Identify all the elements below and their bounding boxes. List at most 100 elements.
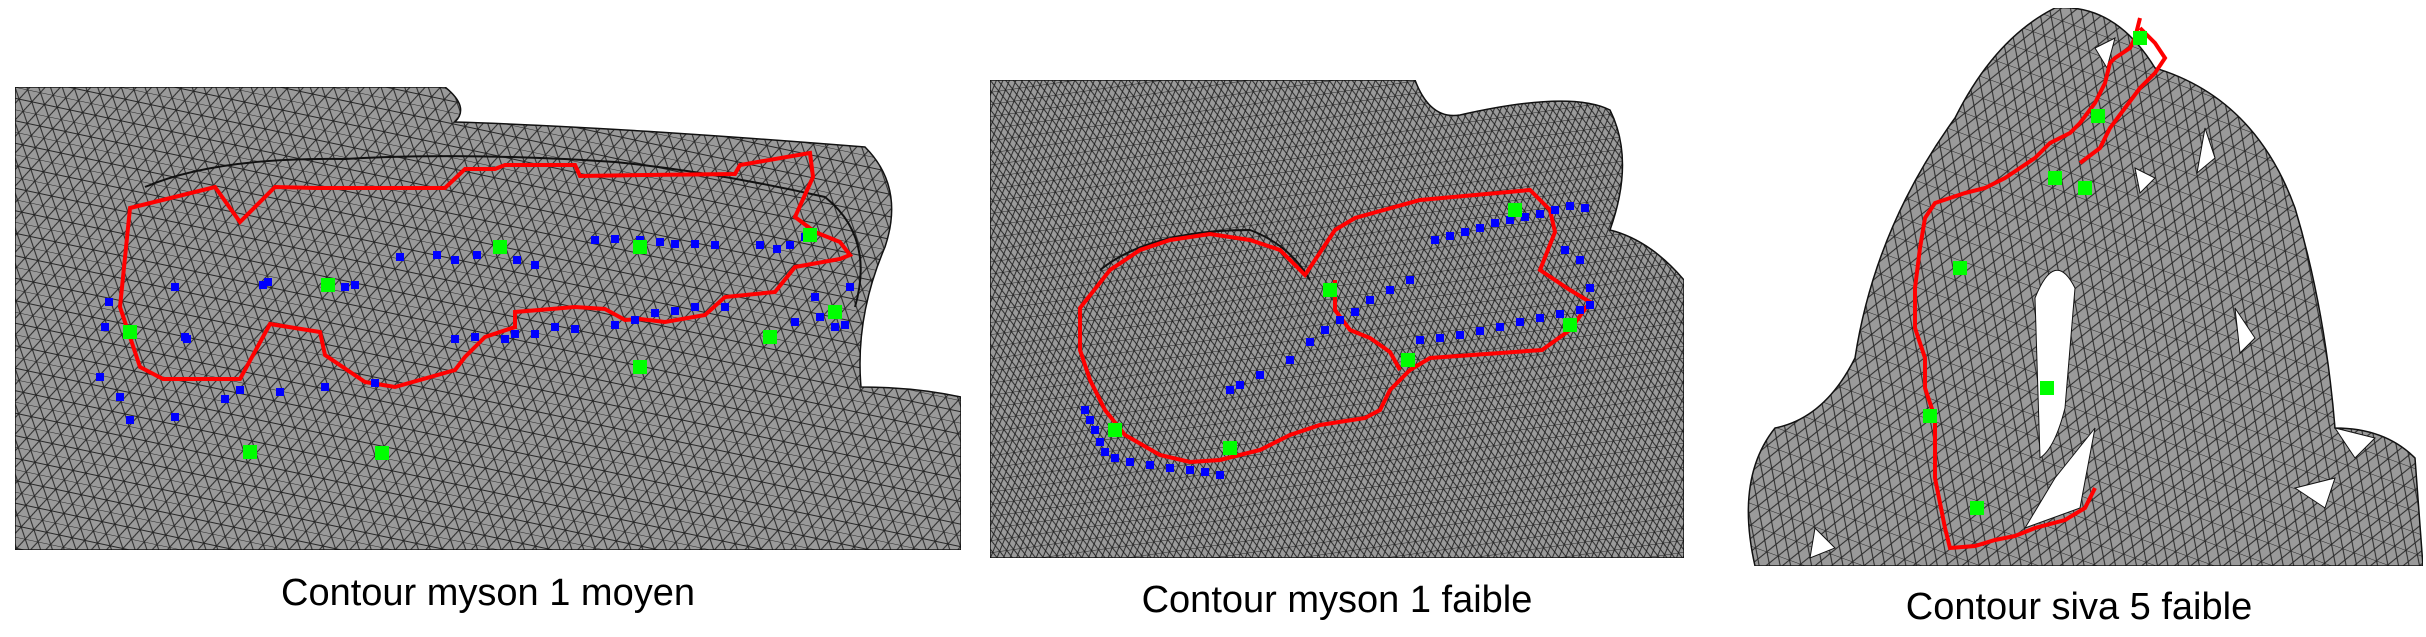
blue-marker (631, 316, 639, 324)
panel-siva-5-faible (1735, 8, 2423, 566)
blue-marker (1111, 454, 1119, 462)
mesh-render-1 (15, 87, 961, 550)
green-marker (1401, 353, 1415, 367)
blue-marker (1566, 202, 1574, 210)
blue-marker (1556, 310, 1564, 318)
blue-marker (236, 386, 244, 394)
green-marker (1970, 501, 1984, 515)
blue-marker (1491, 219, 1499, 227)
green-marker (1563, 318, 1577, 332)
green-marker (493, 240, 507, 254)
panel-myson-1-moyen (15, 87, 961, 550)
blue-marker (1096, 438, 1104, 446)
blue-marker (591, 236, 599, 244)
blue-marker (276, 388, 284, 396)
green-marker (1953, 261, 1967, 275)
blue-marker (1321, 326, 1329, 334)
green-markers (1923, 31, 2147, 515)
green-marker (2078, 181, 2092, 195)
green-markers (1108, 203, 1577, 455)
blue-marker (341, 283, 349, 291)
blue-marker (1536, 210, 1544, 218)
blue-marker (1476, 327, 1484, 335)
blue-marker (531, 330, 539, 338)
mesh-render-2 (990, 80, 1684, 558)
green-marker (763, 330, 777, 344)
blue-marker (1446, 232, 1454, 240)
blue-marker (511, 330, 519, 338)
blue-marker (259, 281, 267, 289)
blue-marker (1236, 381, 1244, 389)
blue-marker (396, 253, 404, 261)
blue-marker (611, 321, 619, 329)
blue-marker (1506, 216, 1514, 224)
blue-marker (116, 393, 124, 401)
blue-marker (181, 333, 189, 341)
blue-marker (651, 309, 659, 317)
blue-marker (1306, 338, 1314, 346)
blue-marker (691, 240, 699, 248)
caption-panel-1: Contour myson 1 moyen (281, 572, 695, 614)
blue-marker (264, 278, 272, 286)
blue-marker (371, 379, 379, 387)
contour-line (117, 150, 854, 390)
green-marker (1323, 283, 1337, 297)
blue-marker (1516, 318, 1524, 326)
blue-marker (671, 240, 679, 248)
blue-markers (96, 233, 854, 424)
mesh-render-3 (1747, 8, 2423, 566)
green-marker (243, 445, 257, 459)
blue-marker (1186, 466, 1194, 474)
blue-marker (791, 318, 799, 326)
blue-marker (473, 251, 481, 259)
green-marker (1923, 409, 1937, 423)
blue-marker (531, 261, 539, 269)
blue-marker (1226, 386, 1234, 394)
blue-marker (1551, 206, 1559, 214)
blue-marker (551, 323, 559, 331)
blue-marker (471, 333, 479, 341)
blue-marker (171, 283, 179, 291)
blue-marker (611, 235, 619, 243)
caption-panel-3: Contour siva 5 faible (1905, 586, 2253, 628)
green-marker (123, 325, 137, 339)
green-marker (828, 305, 842, 319)
green-marker (2040, 381, 2054, 395)
blue-marker (1581, 204, 1589, 212)
blue-marker (451, 335, 459, 343)
green-marker (1108, 423, 1122, 437)
blue-marker (846, 283, 854, 291)
blue-marker (671, 307, 679, 315)
blue-marker (1366, 296, 1374, 304)
blue-marker (1416, 336, 1424, 344)
blue-marker (711, 241, 719, 249)
blue-marker (1456, 331, 1464, 339)
caption-panel-2: Contour myson 1 faible (1141, 579, 1533, 621)
blue-marker (1576, 306, 1584, 314)
blue-marker (691, 303, 699, 311)
contour-path (1333, 280, 1402, 371)
blue-marker (571, 325, 579, 333)
green-marker (2091, 109, 2105, 123)
panel-myson-1-faible (990, 80, 1684, 558)
blue-marker (101, 323, 109, 331)
blue-marker (96, 373, 104, 381)
green-marker (2048, 171, 2062, 185)
blue-marker (1576, 256, 1584, 264)
contour-path (2078, 26, 2168, 165)
green-marker (375, 446, 389, 460)
blue-marker (756, 241, 764, 249)
blue-marker (451, 256, 459, 264)
blue-marker (433, 251, 441, 259)
blue-marker (1256, 371, 1264, 379)
blue-marker (501, 335, 509, 343)
blue-marker (1201, 468, 1209, 476)
blue-marker (1286, 356, 1294, 364)
green-marker (803, 228, 817, 242)
blue-marker (1101, 448, 1109, 456)
blue-marker (773, 245, 781, 253)
blue-marker (126, 416, 134, 424)
blue-marker (1586, 301, 1594, 309)
green-markers (123, 228, 842, 460)
blue-marker (811, 293, 819, 301)
